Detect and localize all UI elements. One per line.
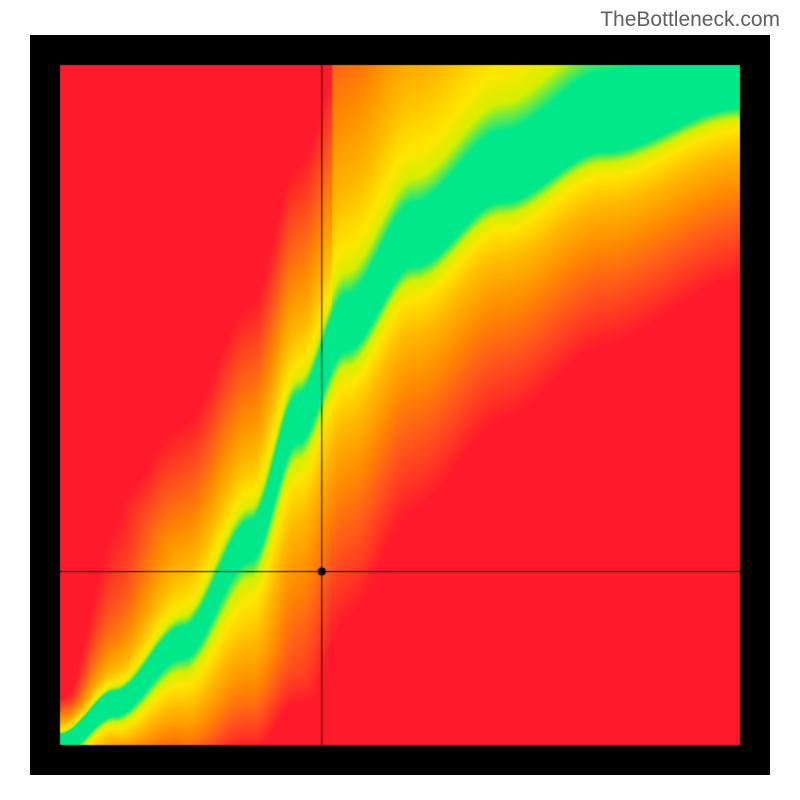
- heatmap-plot: [30, 35, 770, 775]
- watermark-text: TheBottleneck.com: [600, 8, 780, 32]
- heatmap-canvas: [30, 35, 770, 775]
